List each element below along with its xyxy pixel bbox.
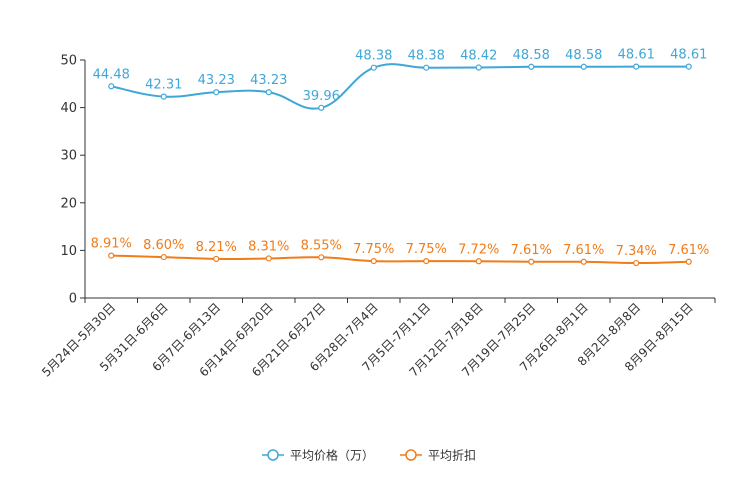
data-label: 48.42 [460, 49, 497, 64]
data-label: 48.58 [513, 48, 550, 63]
legend-label: 平均折扣 [428, 448, 476, 463]
data-point[interactable] [213, 89, 220, 96]
data-point[interactable] [108, 252, 115, 259]
y-tick-label: 40 [60, 101, 77, 116]
data-label: 48.38 [355, 49, 392, 64]
data-label: 48.61 [618, 48, 655, 63]
data-point[interactable] [423, 258, 430, 265]
data-point[interactable] [108, 83, 115, 90]
data-label: 42.31 [145, 78, 182, 93]
data-point[interactable] [213, 255, 220, 263]
data-label: 48.58 [565, 48, 602, 63]
data-label: 8.55% [301, 238, 342, 253]
data-point[interactable] [160, 93, 167, 100]
data-labels: 44.48 42.31 43.23 43.23 39.96 48.38 48.38 48.42… [91, 48, 710, 259]
data-point[interactable] [475, 258, 482, 265]
data-label: 8.60% [143, 238, 184, 253]
data-label: 8.91% [91, 237, 132, 252]
data-label: 48.38 [408, 49, 445, 64]
data-point[interactable] [685, 63, 692, 70]
y-tick-label: 0 [69, 292, 77, 307]
legend-marker [405, 449, 417, 461]
data-label: 48.61 [670, 48, 707, 63]
data-point[interactable] [475, 64, 482, 71]
data-label: 8.31% [248, 239, 289, 254]
data-point[interactable] [528, 63, 535, 70]
data-label: 8.21% [196, 240, 237, 255]
data-point[interactable] [633, 259, 640, 267]
axes: 010203040505月24日-5月30日5月31日-6月6日6月7日-6月1… [39, 54, 716, 380]
data-label: 7.75% [406, 242, 447, 257]
legend[interactable]: 平均价格（万） 平均折扣 [262, 448, 476, 463]
data-point[interactable] [528, 258, 535, 265]
y-tick-label: 30 [60, 149, 77, 164]
data-point[interactable] [685, 258, 692, 265]
data-point[interactable] [265, 255, 272, 262]
data-point[interactable] [318, 104, 325, 111]
data-label: 43.23 [198, 73, 235, 88]
data-point[interactable] [633, 63, 640, 70]
legend-item-2[interactable]: 平均折扣 [400, 448, 476, 463]
data-label: 7.75% [353, 242, 394, 257]
data-point[interactable] [423, 64, 430, 71]
series-lines [108, 63, 692, 267]
series-line-2 [111, 254, 689, 265]
data-point[interactable] [370, 64, 377, 71]
data-label: 7.61% [511, 243, 552, 258]
data-label: 43.23 [250, 73, 287, 88]
data-label: 7.72% [458, 242, 499, 257]
data-point[interactable] [580, 258, 587, 265]
data-point[interactable] [160, 253, 167, 261]
y-tick-label: 10 [60, 244, 77, 259]
data-label: 7.61% [563, 243, 604, 258]
data-label: 39.96 [303, 89, 340, 104]
data-label: 44.48 [93, 67, 130, 82]
legend-marker [267, 449, 279, 461]
data-point[interactable] [318, 254, 325, 261]
data-point[interactable] [265, 89, 272, 96]
data-point[interactable] [580, 63, 587, 70]
y-tick-label: 20 [60, 196, 77, 211]
data-label: 7.34% [616, 244, 657, 259]
legend-label: 平均价格（万） [290, 448, 374, 463]
y-tick-label: 50 [60, 54, 77, 69]
data-point[interactable] [370, 258, 377, 265]
legend-item-1[interactable]: 平均价格（万） [262, 448, 374, 463]
series-line-1 [111, 63, 689, 110]
data-label: 7.61% [668, 243, 709, 258]
